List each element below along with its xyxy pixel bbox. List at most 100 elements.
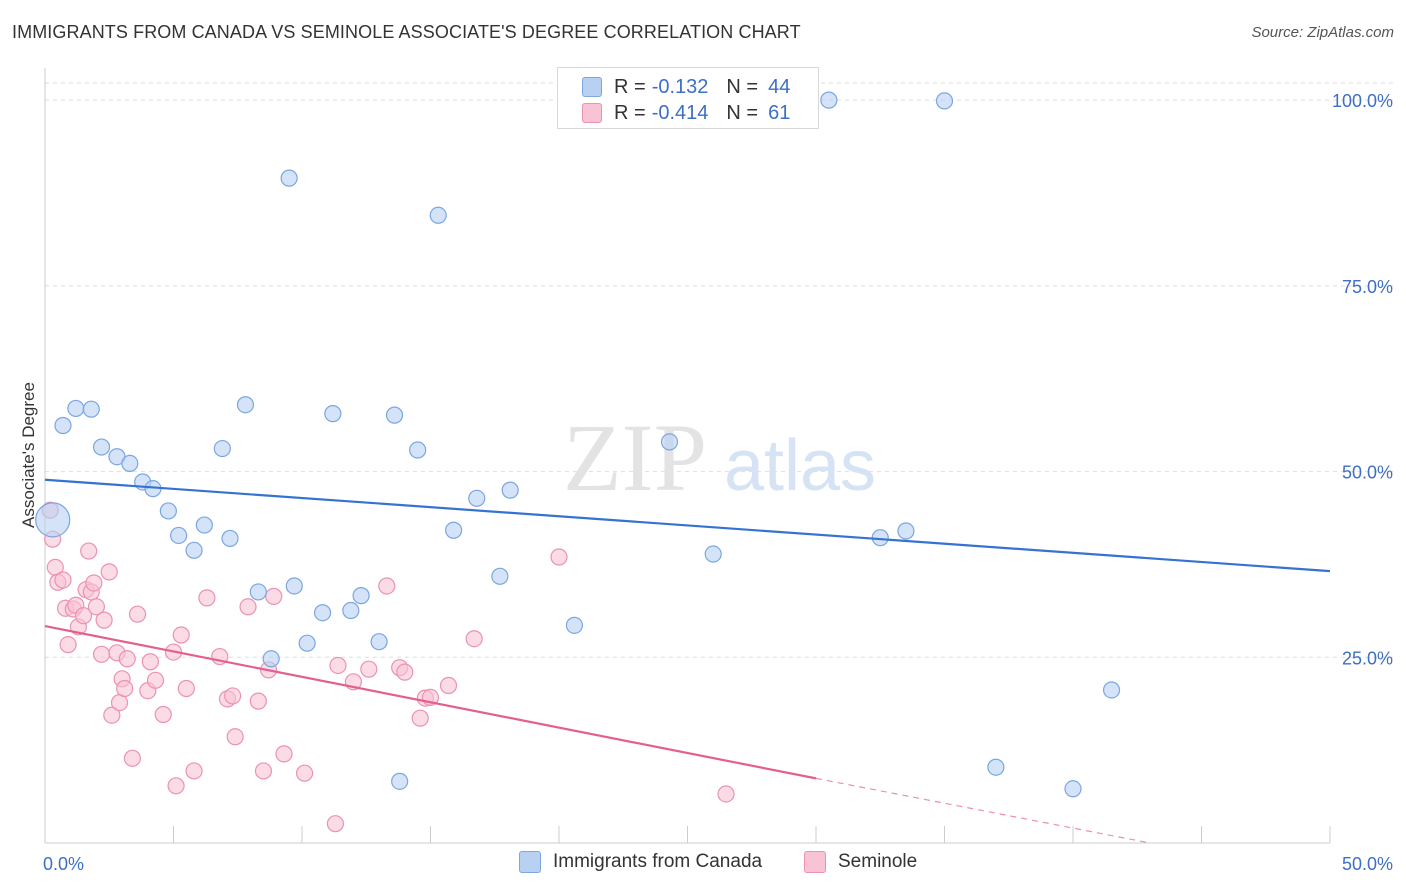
seminole-point <box>396 663 414 681</box>
seminole-point <box>87 598 106 616</box>
seminole-legend-swatch <box>804 851 826 873</box>
canada-point <box>236 396 255 414</box>
seminole-point <box>80 542 98 560</box>
seminole-point <box>226 728 244 746</box>
y-tick-label: 100.0% <box>1332 91 1393 111</box>
canada-point <box>342 601 360 620</box>
seminole-point <box>224 687 242 705</box>
x-tick-label-max: 50.0% <box>1342 854 1393 874</box>
legend-item-canada: Immigrants from Canada <box>519 851 762 873</box>
seminole-point <box>295 764 314 782</box>
canada-point <box>491 567 509 585</box>
canada-legend-swatch <box>519 851 541 873</box>
watermark-atlas: atlas <box>724 426 876 506</box>
canada-point <box>820 91 838 109</box>
canada-point <box>429 206 447 224</box>
r-value: -0.132 <box>651 75 709 98</box>
seminole-trend-extension <box>815 777 1151 844</box>
y-tick-label: 50.0% <box>1342 463 1393 483</box>
canada-point <box>92 438 111 456</box>
canada-point <box>935 92 954 110</box>
seminole-point <box>123 749 141 767</box>
seminole-point <box>103 706 121 724</box>
grid-lines <box>45 82 1393 658</box>
seminole-point <box>141 653 159 671</box>
seminole-point <box>439 676 458 695</box>
series-legend: Immigrants from Canada Seminole <box>0 851 1406 877</box>
seminole-point <box>185 762 203 780</box>
canada-point <box>409 441 427 459</box>
canada-point <box>185 541 203 559</box>
trend-lines <box>44 478 1331 844</box>
axis-labels: 25.0% 50.0% 75.0% 100.0% 0.0% 50.0% Associate'… <box>19 91 1393 874</box>
canada-point <box>121 454 139 472</box>
canada-point <box>704 545 722 563</box>
seminole-point <box>275 745 293 763</box>
canada-point <box>298 634 316 652</box>
r-value: -0.414 <box>651 101 709 124</box>
canada-point <box>385 406 404 424</box>
seminole-swatch <box>582 103 602 123</box>
canada-swatch <box>582 77 602 97</box>
seminole-point <box>465 630 483 648</box>
seminole-point <box>550 548 568 566</box>
seminole-legend-label: Seminole <box>838 851 918 872</box>
seminole-point <box>59 636 77 654</box>
canada-point <box>324 405 342 423</box>
canada-point <box>391 772 409 790</box>
seminole-point <box>128 605 147 623</box>
watermark: ZIP atlas <box>563 404 876 511</box>
y-tick-label: 75.0% <box>1342 277 1393 297</box>
seminole-point <box>360 660 378 678</box>
n-label: N = <box>726 101 759 124</box>
canada-point <box>213 439 231 458</box>
canada-point <box>1102 681 1121 699</box>
seminole-trend-line <box>44 625 817 780</box>
chart-title: IMMIGRANTS FROM CANADA VS SEMINOLE ASSOC… <box>12 22 801 42</box>
n-value: 44 <box>768 75 791 98</box>
seminole-point <box>717 785 735 803</box>
seminole-point <box>177 679 195 698</box>
seminole-point <box>146 671 165 689</box>
seminole-point <box>100 563 118 581</box>
seminole-point <box>118 650 136 668</box>
canada-point <box>262 650 280 668</box>
seminole-point <box>265 587 283 605</box>
canada-legend-label: Immigrants from Canada <box>553 851 763 872</box>
canada-point <box>249 583 267 601</box>
canada-point <box>195 516 213 534</box>
seminole-point <box>411 709 429 727</box>
seminole-point <box>167 777 185 795</box>
y-tick-label: 25.0% <box>1342 648 1393 668</box>
canada-point <box>159 502 177 520</box>
seminole-point <box>85 574 103 592</box>
canada-point <box>170 526 188 545</box>
x-tick-label-min: 0.0% <box>43 854 84 874</box>
watermark-zip: ZIP <box>563 404 707 511</box>
seminole-point <box>116 679 134 698</box>
canada-point <box>370 633 388 651</box>
seminole-point <box>54 571 72 589</box>
canada-point <box>987 758 1005 776</box>
seminole-points <box>41 501 735 833</box>
canada-point <box>313 604 332 622</box>
canada-point <box>468 489 486 507</box>
seminole-point <box>378 577 396 595</box>
canada-point <box>285 577 303 595</box>
canada-point <box>445 521 463 539</box>
r-label: R = <box>614 75 646 98</box>
legend-item-seminole: Seminole <box>804 851 917 873</box>
seminole-point <box>92 645 111 663</box>
n-value: 61 <box>768 101 791 124</box>
canada-point <box>221 529 239 548</box>
canada-point <box>352 587 370 605</box>
n-label: N = <box>726 75 759 98</box>
canada-point <box>501 481 519 499</box>
seminole-point <box>172 626 190 644</box>
r-label: R = <box>614 101 646 124</box>
seminole-point <box>198 589 216 607</box>
canada-point <box>67 399 85 418</box>
seminole-point <box>74 607 93 625</box>
canada-point <box>35 502 71 538</box>
